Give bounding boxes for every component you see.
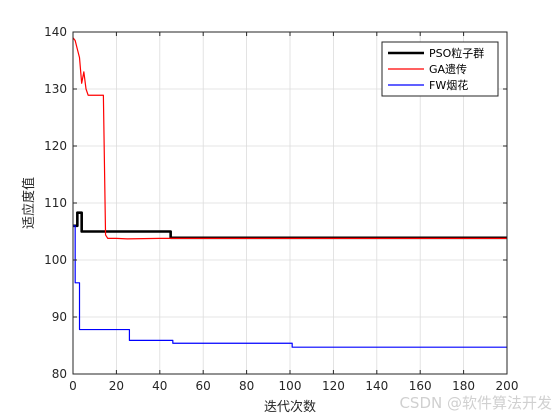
y-tick-label: 120 — [44, 139, 67, 153]
series-layer — [73, 37, 507, 348]
series-line-3 — [73, 225, 507, 348]
y-tick-label: 110 — [44, 196, 67, 210]
legend-label-2: GA遗传 — [429, 62, 467, 76]
legend-label-1: PSO粒子群 — [429, 46, 484, 60]
y-tick-label: 140 — [44, 25, 67, 39]
x-tick-label: 40 — [152, 379, 167, 393]
x-tick-label: 20 — [109, 379, 124, 393]
x-tick-label: 140 — [365, 379, 388, 393]
legend-label-3: FW烟花 — [429, 78, 468, 92]
x-tick-label: 160 — [409, 379, 432, 393]
x-tick-label: 120 — [322, 379, 345, 393]
y-tick-label: 100 — [44, 253, 67, 267]
y-tick-label: 80 — [52, 367, 67, 381]
x-tick-label: 80 — [239, 379, 254, 393]
y-tick-label: 90 — [52, 310, 67, 324]
x-tick-label: 60 — [196, 379, 211, 393]
watermark: CSDN @软件算法开发 — [399, 394, 552, 412]
series-line-1 — [73, 211, 507, 240]
y-axis-label: 适应度值 — [21, 177, 37, 229]
series-line-2 — [73, 37, 507, 240]
legend: PSO粒子群 GA遗传 FW烟花 — [381, 41, 499, 97]
x-axis-ticks: 0 20 40 60 80 100 120 140 160 180 200 — [69, 32, 518, 393]
y-tick-label: 130 — [44, 82, 67, 96]
x-axis-label: 迭代次数 — [264, 399, 316, 415]
x-tick-label: 100 — [279, 379, 302, 393]
x-tick-label: 200 — [496, 379, 519, 393]
x-tick-label: 180 — [452, 379, 475, 393]
y-axis-ticks: 80 90 100 110 120 130 140 — [44, 25, 507, 381]
x-tick-label: 0 — [69, 379, 77, 393]
